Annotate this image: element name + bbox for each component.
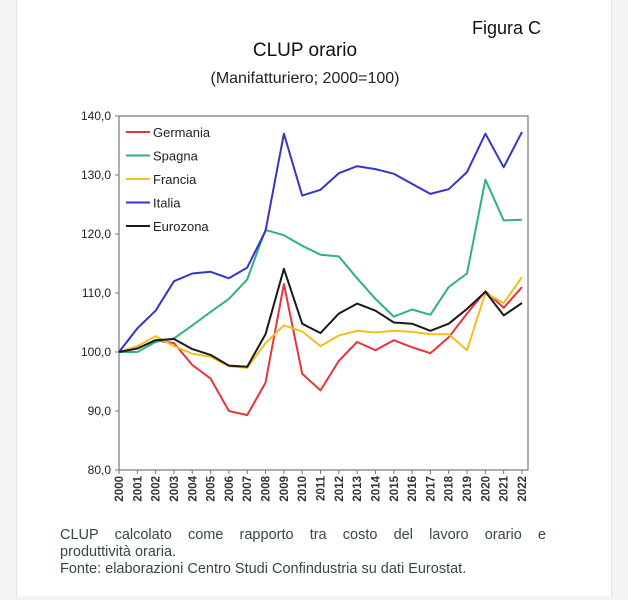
figure-label: Figura C <box>472 18 542 38</box>
x-tick-label: 2012 <box>334 476 346 502</box>
series-line-italia <box>118 131 523 353</box>
caption-line-2: produttività oraria. <box>60 544 177 560</box>
x-tick-label: 2016 <box>407 476 419 502</box>
chart-subtitle: (Manifatturiero; 2000=100) <box>210 70 400 87</box>
x-tick-label: 2020 <box>480 476 492 502</box>
x-tick-label: 2005 <box>206 475 218 501</box>
x-tick-label: 2018 <box>444 475 456 501</box>
legend-label-italia: Italia <box>153 196 181 211</box>
legend-label-spagna: Spagna <box>153 149 199 164</box>
caption: CLUP calcolato come rapporto tra costo d… <box>60 527 546 578</box>
y-tick-label: 110,0 <box>82 286 111 300</box>
y-tick-label: 140,0 <box>81 109 111 123</box>
caption-source: Fonte: elaborazioni Centro Studi Confind… <box>60 561 467 577</box>
x-tick-label: 2017 <box>425 476 437 502</box>
x-tick-label: 2011 <box>316 475 328 501</box>
x-tick-label: 2006 <box>224 476 236 502</box>
x-tick-label: 2019 <box>462 476 474 502</box>
chart-title: CLUP orario <box>252 40 358 61</box>
x-tick-label: 2004 <box>187 475 199 501</box>
series-line-eurozona <box>118 267 523 368</box>
legend-label-francia: Francia <box>153 172 197 187</box>
y-tick-label: 80,0 <box>88 463 112 477</box>
x-tick-label: 2022 <box>517 476 529 502</box>
y-tick-label: 90,0 <box>88 404 112 418</box>
x-tick-label: 2015 <box>389 475 401 501</box>
y-tick-label: 120,0 <box>81 227 111 241</box>
x-tick-label: 2003 <box>169 476 181 502</box>
plot-frame <box>118 115 529 471</box>
y-tick-label: 130,0 <box>81 168 111 182</box>
x-tick-label: 2010 <box>297 476 309 502</box>
x-tick-label: 2001 <box>132 475 144 501</box>
x-tick-label: 2008 <box>261 475 273 501</box>
legend-label-germania: Germania <box>153 125 211 140</box>
series-line-spagna <box>119 178 523 353</box>
series-line-germania <box>118 283 523 417</box>
legend-label-eurozona: Eurozona <box>153 219 209 234</box>
x-tick-label: 2009 <box>279 476 291 502</box>
x-tick-label: 2021 <box>499 475 511 501</box>
series-line-francia <box>118 276 523 369</box>
caption-line-1: CLUP calcolato come rapporto tra costo d… <box>60 527 546 543</box>
y-tick-label: 100,0 <box>81 345 111 359</box>
x-tick-label: 2000 <box>114 476 126 502</box>
x-tick-label: 2014 <box>370 475 382 501</box>
x-tick-label: 2013 <box>352 476 364 502</box>
x-tick-label: 2002 <box>151 476 163 502</box>
x-tick-label: 2007 <box>242 476 254 502</box>
